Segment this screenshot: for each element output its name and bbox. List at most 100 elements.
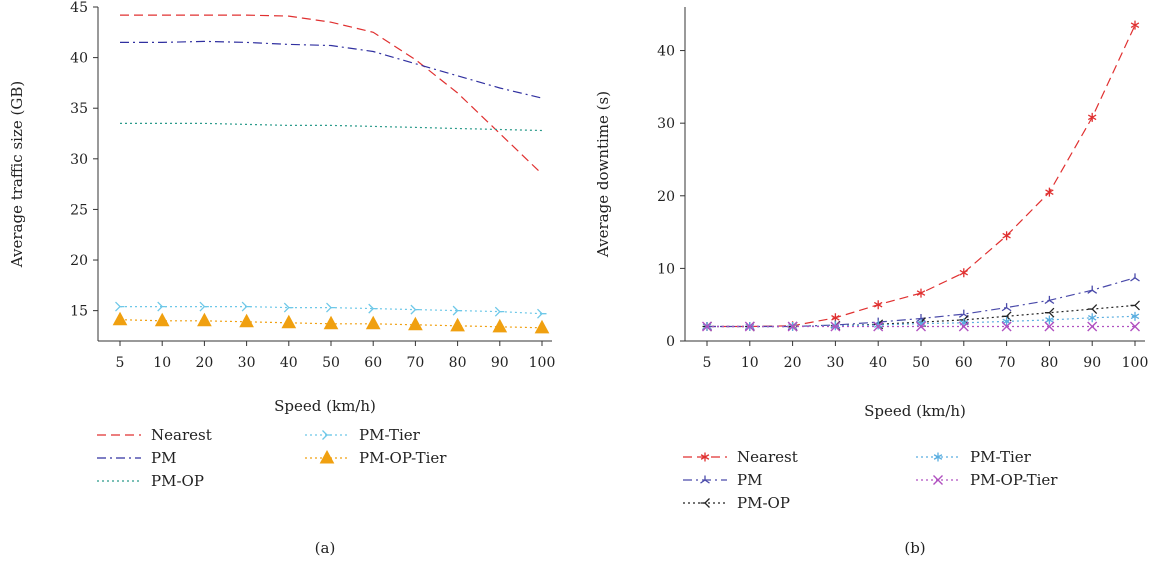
data-point xyxy=(916,288,926,298)
x-tick-label: 100 xyxy=(1122,355,1149,371)
legend-label: PM-Tier xyxy=(970,448,1032,466)
y-tick-label: 20 xyxy=(70,253,88,269)
data-point xyxy=(239,313,254,328)
legend-item-nearest: Nearest xyxy=(683,448,798,466)
data-point xyxy=(787,321,798,332)
x-tick-label: 10 xyxy=(741,355,759,371)
series-pm-op-tier xyxy=(112,311,550,334)
data-point xyxy=(958,321,969,332)
data-point xyxy=(534,319,550,334)
data-point xyxy=(873,300,883,310)
legend-item-pm-op: PM-OP xyxy=(97,472,204,490)
panel-label: (a) xyxy=(315,539,336,557)
data-point xyxy=(281,314,297,329)
data-point xyxy=(1130,273,1140,282)
x-axis-label: Speed (km/h) xyxy=(274,397,376,415)
x-tick-label: 90 xyxy=(1083,355,1101,371)
chart-panel-b: 0 10 20 30 40 5 10 20 30 40 50 60 70 80 90 100 Average d… xyxy=(594,7,1148,557)
data-point xyxy=(1130,20,1140,30)
y-tick-label: 35 xyxy=(70,101,88,117)
legend-label: PM xyxy=(151,449,176,467)
legend-item-pm-op-tier: PM-OP-Tier xyxy=(305,449,447,467)
data-point xyxy=(873,321,884,332)
x-tick-label: 20 xyxy=(784,355,802,371)
data-point xyxy=(112,311,128,326)
series-nearest xyxy=(120,14,543,175)
data-point xyxy=(1044,307,1055,318)
data-point xyxy=(241,301,252,312)
data-point xyxy=(157,301,167,312)
series-line-pm-op xyxy=(120,122,543,132)
data-point xyxy=(1044,295,1055,305)
y-tick-label: 15 xyxy=(70,304,88,320)
data-point xyxy=(115,301,125,312)
x-axis-label: Speed (km/h) xyxy=(864,402,966,420)
data-point xyxy=(492,318,508,333)
data-point xyxy=(537,308,547,319)
series-pm-tier xyxy=(115,301,547,319)
legend: Nearest PM-Tier PM PM-OP-Tier PM-OP xyxy=(97,426,447,490)
data-point xyxy=(452,305,463,316)
x-tick-label: 60 xyxy=(955,355,973,371)
legend-marker xyxy=(933,452,943,462)
data-point xyxy=(1001,321,1012,332)
data-point xyxy=(283,302,294,313)
y-tick-label: 0 xyxy=(666,334,675,350)
data-point xyxy=(702,321,712,332)
data-point xyxy=(1087,321,1098,332)
legend-item-pm-op: PM-OP xyxy=(683,494,790,512)
legend-label: PM-OP-Tier xyxy=(359,449,447,467)
y-axis-label: Average downtime (s) xyxy=(594,91,612,258)
data-point xyxy=(830,321,841,332)
x-tick-label: 40 xyxy=(869,355,887,371)
y-tick-label: 40 xyxy=(70,51,88,67)
series-nearest xyxy=(702,20,1140,331)
series-line-pm xyxy=(120,40,543,99)
y-tick-label: 40 xyxy=(657,44,675,60)
chart-panel-a: 15 20 25 30 35 40 45 5 10 20 30 40 50 60 70 80 90 100 Aver… xyxy=(8,0,555,557)
series-pm-op xyxy=(120,122,543,132)
data-point xyxy=(197,312,212,327)
y-tick-label: 25 xyxy=(70,202,88,218)
y-tick-label: 20 xyxy=(657,189,675,205)
x-tick-label: 10 xyxy=(153,355,171,371)
legend-marker xyxy=(700,475,710,484)
legend-marker xyxy=(700,498,710,508)
y-tick-label: 30 xyxy=(70,152,88,168)
data-point xyxy=(1087,112,1097,122)
x-tick-label: 40 xyxy=(280,355,298,371)
legend-label: PM xyxy=(737,471,762,489)
legend-marker xyxy=(322,430,332,440)
data-point xyxy=(368,303,378,314)
legend-item-nearest: Nearest xyxy=(97,426,212,444)
panel-label: (b) xyxy=(904,539,925,557)
legend-marker xyxy=(319,449,335,464)
data-point xyxy=(959,268,969,278)
data-point xyxy=(831,313,840,323)
data-point xyxy=(1002,316,1011,326)
legend-item-pm-tier: PM-Tier xyxy=(916,448,1032,466)
x-tick-label: 90 xyxy=(491,355,509,371)
data-point xyxy=(1002,231,1011,241)
data-point xyxy=(1087,285,1098,294)
data-point xyxy=(1130,321,1140,332)
legend-item-pm: PM xyxy=(97,449,176,467)
x-tick-label: 70 xyxy=(406,355,424,371)
data-point xyxy=(365,315,381,330)
data-point xyxy=(1130,300,1140,311)
data-point xyxy=(916,321,926,332)
data-point xyxy=(408,316,423,331)
legend: Nearest PM-Tier PM PM-OP-Tier PM-OP xyxy=(683,448,1058,512)
x-tick-label: 60 xyxy=(364,355,382,371)
x-tick-label: 80 xyxy=(449,355,467,371)
data-point xyxy=(1087,313,1097,323)
x-tick-label: 20 xyxy=(195,355,213,371)
data-point xyxy=(1130,311,1140,321)
legend-label: PM-OP xyxy=(151,472,204,490)
series-pm xyxy=(120,40,543,99)
legend-item-pm-op-tier: PM-OP-Tier xyxy=(916,471,1058,489)
data-point xyxy=(410,304,420,315)
y-tick-label: 10 xyxy=(657,261,675,277)
x-tick-label: 50 xyxy=(912,355,930,371)
